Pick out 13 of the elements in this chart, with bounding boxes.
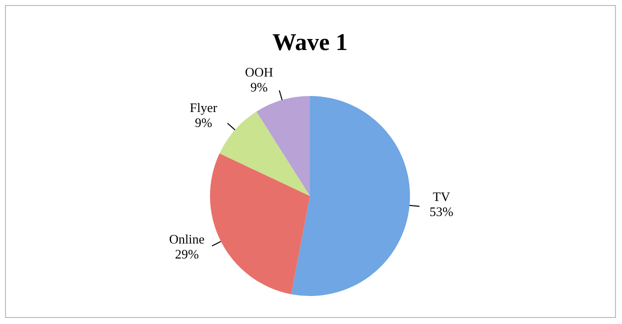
slice-label: Flyer: [190, 100, 218, 115]
data-label: 53%: [430, 204, 454, 220]
data-label: 29%: [174, 246, 199, 262]
slice-label: Online: [169, 232, 205, 247]
pie-slice: [256, 96, 310, 196]
slice-label: TV: [432, 189, 451, 204]
data-label: 9%: [250, 80, 268, 95]
slice-label: OOH: [244, 64, 274, 80]
pie-slice: [210, 153, 310, 294]
pie-slice: [291, 96, 410, 296]
pie-slice: [220, 112, 310, 196]
data-label: 9%: [194, 114, 212, 130]
chart-title: Wave 1: [272, 30, 348, 56]
